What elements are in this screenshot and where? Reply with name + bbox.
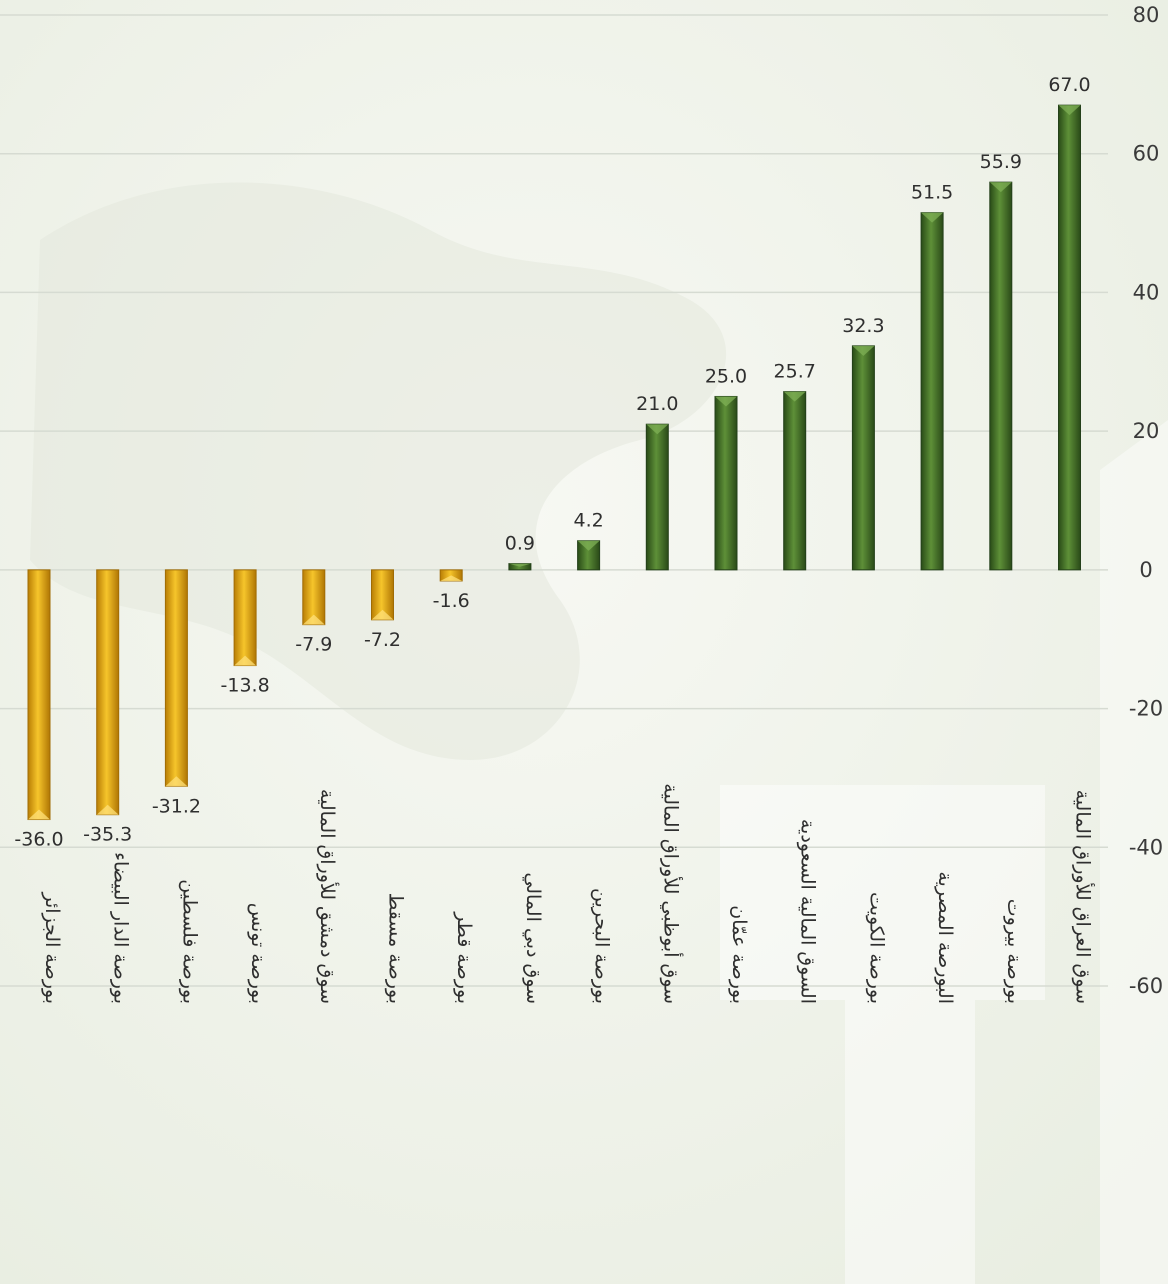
y-tick-label: 80 [1133,3,1160,27]
x-tick-label: سوق دبي المالي [522,872,544,1004]
data-label: -35.3 [83,824,132,846]
x-tick-label: بورصة فلسطين [178,879,200,1004]
bar-cap [440,575,463,581]
bar-negative [233,569,257,667]
bar [851,345,875,571]
data-label: -7.9 [295,634,332,656]
x-tick-label: بورصة بيروت [1003,899,1025,1004]
bar-positive [989,181,1013,571]
data-label: 32.3 [842,315,884,337]
bar [989,181,1013,571]
data-label: -13.8 [221,675,270,697]
bar-positive [851,345,875,571]
data-label: 55.9 [980,151,1022,173]
bar [96,569,120,816]
x-tick-label: سوق العراق للأوراق المالية [1072,790,1095,1004]
x-tick-label: بورصة عمّان [728,905,750,1004]
bar-cap [783,391,806,402]
bar [508,563,532,571]
bar-cap [577,540,600,551]
bar-cap [234,655,257,666]
bar [439,569,463,582]
bar-positive [1058,104,1081,571]
data-label: 0.9 [505,533,535,555]
data-label: 67.0 [1048,74,1090,96]
data-label: 25.7 [774,361,816,383]
x-tick-label: بورصة قطر [453,911,475,1004]
x-tick-label: بورصة الكويت [865,892,887,1004]
bar-cap [852,345,875,356]
bar-cap [1058,105,1081,116]
category-labels: بورصة الجزائر بورصة الدار البيضاء بورصة فل… [41,783,1095,1004]
bar [577,540,601,571]
bar [920,212,944,571]
bar-negative [27,569,51,821]
data-label: 4.2 [573,510,603,532]
bar-cap [921,212,944,223]
bar-cap [165,776,188,787]
data-label: 25.0 [705,365,747,387]
bar [1058,104,1081,571]
x-tick-label: بورصة الجزائر [41,891,63,1004]
bar-cap [28,809,50,820]
data-label: 51.5 [911,182,953,204]
bar-positive [714,395,738,571]
data-label: -31.2 [152,795,201,817]
x-tick-label: بورصة مسقط [385,893,407,1004]
bar-negative [164,569,188,787]
bar [164,569,188,787]
labels-layer: -36.0 -35.3 -31.2 -13.8 -7.9 -7.2 -1.6 0.9 4.2 21… [14,74,1090,850]
x-tick-label: بورصة تونس [247,903,269,1004]
bars-layer [27,104,1081,821]
x-tick-label: بورصة البحرين [591,888,613,1004]
data-label: -7.2 [364,629,401,651]
x-tick-label: سوق دمشق للأوراق المالية [316,789,339,1004]
bar-cap [646,424,669,435]
bar-positive [783,391,807,571]
y-tick-label: -20 [1129,697,1163,721]
data-label: -36.0 [14,829,63,851]
bar-cap [989,182,1012,193]
bar-positive [645,423,669,571]
bar [233,569,257,667]
bar [783,391,807,571]
bar-negative [96,569,120,816]
bar [714,395,738,571]
y-tick-label: 0 [1139,558,1152,582]
y-tick-label: 40 [1133,280,1160,304]
x-tick-label: السوق المالية السعودية [797,819,819,1004]
bar [302,569,326,626]
bar [645,423,669,571]
x-tick-label: بورصة الدار البيضاء [110,852,132,1004]
bar-cap [302,614,325,625]
bar-cap [508,563,531,567]
bar [27,569,51,821]
bar-cap [715,396,737,407]
y-tick-label: 20 [1133,419,1160,443]
background-decoration [30,182,1168,1284]
bar [371,569,394,621]
bar-cap [96,804,119,815]
data-label: 21.0 [636,393,678,415]
x-tick-label: البورصة المصرية [934,871,956,1004]
x-tick-label: سوق أبوظبي للأوراق المالية [659,783,683,1004]
bar-cap [371,609,394,620]
y-tick-label: -60 [1129,974,1163,998]
y-tick-label: -40 [1129,835,1163,859]
bar-positive [920,212,944,571]
data-label: -1.6 [433,590,470,612]
y-tick-label: 60 [1133,142,1160,166]
